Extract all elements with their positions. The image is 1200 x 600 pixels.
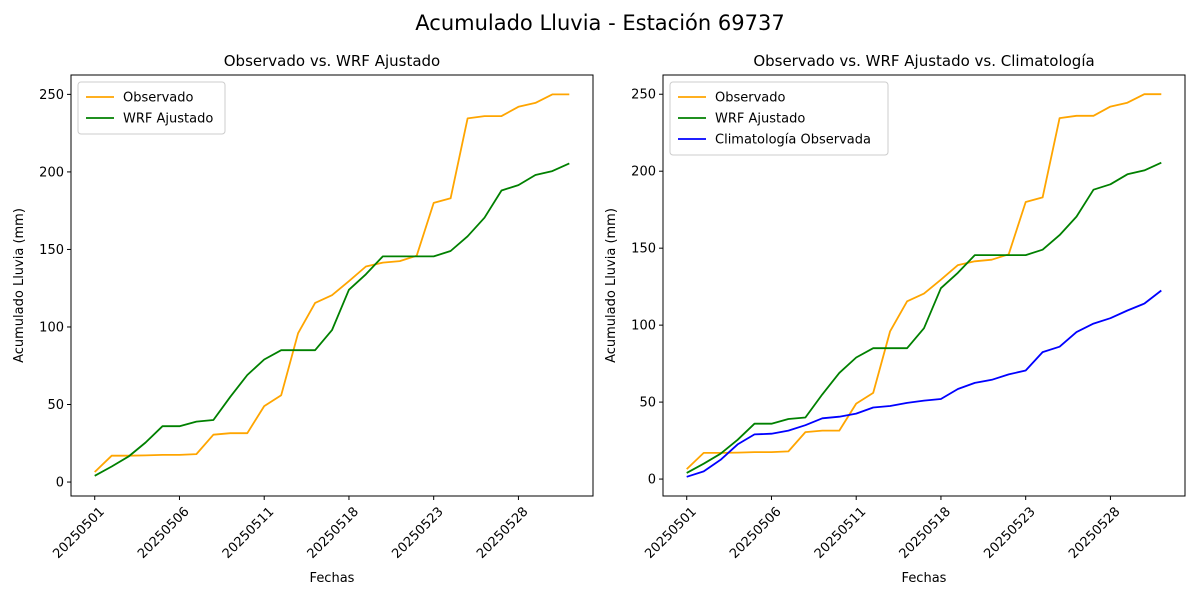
- x-tick-label: 20250501: [50, 504, 107, 561]
- y-tick-label: 0: [56, 476, 64, 491]
- legend-label: WRF Ajustado: [715, 112, 805, 127]
- legend-box: [77, 81, 226, 135]
- legend-label: WRF Ajustado: [123, 112, 213, 127]
- series-line-observado: [94, 93, 570, 473]
- x-tick-label: 20250506: [135, 504, 192, 561]
- series-line-wrf-ajustado: [686, 161, 1162, 474]
- x-tick-label: 20250528: [1066, 504, 1123, 561]
- x-tick-label: 20250518: [305, 504, 362, 561]
- x-axis-label: Fechas: [310, 571, 355, 586]
- y-tick-label: 50: [639, 396, 656, 411]
- legend: Observado WRF Ajustado: [77, 81, 226, 135]
- y-tick-label: 50: [47, 398, 64, 413]
- x-tick-label: 20250506: [727, 504, 784, 561]
- subplot-title: Observado vs. WRF Ajustado vs. Climatolo…: [753, 52, 1094, 70]
- y-tick-label: 150: [39, 243, 64, 258]
- x-tick-label: 20250511: [220, 504, 277, 561]
- y-tick-label: 100: [39, 320, 64, 335]
- figure-title: Acumulado Lluvia - Estación 69737: [415, 11, 784, 35]
- series-line-climatología-observada: [686, 289, 1162, 478]
- x-tick-label: 20250501: [642, 504, 699, 561]
- plot-frame: [662, 74, 1186, 497]
- plot-frame: [70, 74, 594, 497]
- x-tick-label: 20250518: [897, 504, 954, 561]
- x-tick-label: 20250511: [812, 504, 869, 561]
- y-axis-label: Acumulado Lluvia (mm): [12, 208, 27, 363]
- y-tick-label: 250: [631, 88, 656, 103]
- y-tick-label: 250: [39, 88, 64, 103]
- legend-label: Climatología Observada: [715, 133, 871, 148]
- legend: Observado WRF Ajustado Climatología Observ…: [669, 81, 889, 156]
- series-line-wrf-ajustado: [94, 162, 570, 477]
- x-tick-label: 20250523: [389, 504, 446, 561]
- y-tick-label: 100: [631, 319, 656, 334]
- y-tick-label: 0: [648, 473, 656, 488]
- legend-box: [669, 81, 889, 156]
- x-tick-label: 20250523: [981, 504, 1038, 561]
- series-line-observado: [686, 93, 1162, 470]
- y-tick-label: 150: [631, 242, 656, 257]
- subplot-2: 0 50 100 150 200 250 20250501 20250506 20250511 2…: [604, 52, 1186, 586]
- legend-label: Observado: [123, 91, 194, 106]
- y-tick-label: 200: [39, 165, 64, 180]
- subplot-title: Observado vs. WRF Ajustado: [224, 52, 440, 70]
- x-axis-label: Fechas: [902, 571, 947, 586]
- y-axis-label: Acumulado Lluvia (mm): [604, 208, 619, 363]
- subplot-1: 0 50 100 150 200 250 20250501 20250506 20250511 2…: [12, 52, 594, 586]
- y-tick-label: 200: [631, 165, 656, 180]
- legend-label: Observado: [715, 91, 786, 106]
- x-tick-label: 20250528: [474, 504, 531, 561]
